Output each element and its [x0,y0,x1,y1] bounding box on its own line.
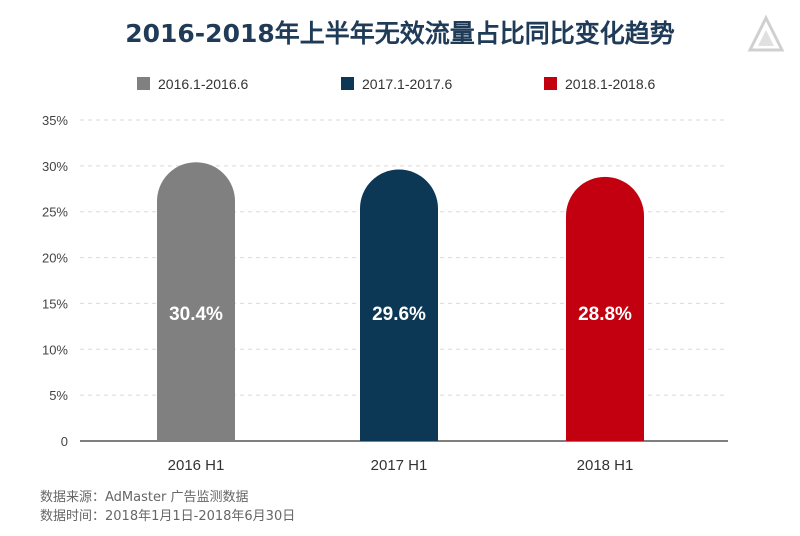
x-tick-label: 2018 H1 [577,457,634,474]
y-tick-label: 30% [42,159,68,174]
legend-swatch [341,77,354,90]
bar [566,176,644,441]
bar [157,162,235,441]
chart-title: 2016-2018年上半年无效流量占比同比变化趋势 [125,19,675,48]
legend-swatch [544,77,557,90]
y-tick-label: 20% [42,251,68,266]
bar-data-label: 30.4% [169,304,223,325]
data-source-note: 数据来源：AdMaster 广告监测数据 [40,490,249,505]
y-tick-label: 0 [61,434,68,449]
legend-label: 2018.1-2018.6 [565,76,656,92]
data-period-note: 数据时间：2018年1月1日-2018年6月30日 [40,509,296,524]
legend-label: 2016.1-2016.6 [158,76,249,92]
y-tick-label: 15% [42,296,68,311]
a-shape-logo-icon [747,14,785,52]
x-tick-label: 2017 H1 [371,457,428,474]
y-tick-label: 5% [49,388,68,403]
x-tick-label: 2016 H1 [168,457,225,474]
bar-data-label: 28.8% [578,304,632,325]
legend-swatch [137,77,150,90]
y-tick-label: 25% [42,205,68,220]
bar-data-label: 29.6% [372,304,426,325]
y-tick-label: 10% [42,342,68,357]
bar [360,169,438,442]
y-tick-label: 35% [42,113,68,128]
legend-label: 2017.1-2017.6 [362,76,453,92]
footnotes: 数据来源：AdMaster 广告监测数据 数据时间：2018年1月1日-2018… [40,488,295,526]
